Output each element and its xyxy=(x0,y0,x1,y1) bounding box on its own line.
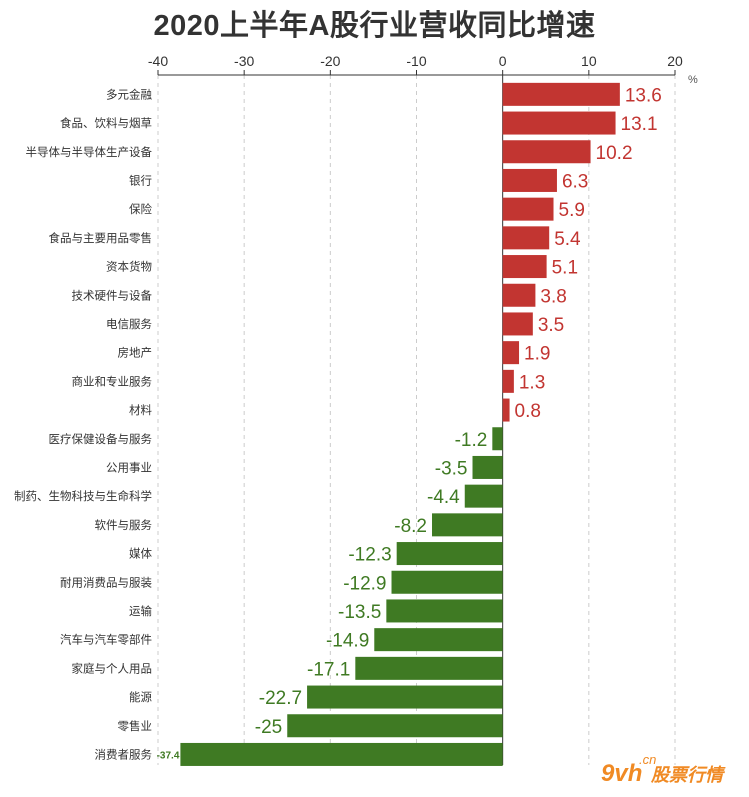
bar xyxy=(432,513,503,537)
value-label: -13.5 xyxy=(338,602,381,623)
category-label: 耐用消费品与服装 xyxy=(60,575,152,589)
category-label: 电信服务 xyxy=(106,317,152,331)
bar xyxy=(502,369,514,393)
bar xyxy=(502,255,547,279)
category-label: 商业和专业服务 xyxy=(72,374,153,388)
category-label: 家庭与个人用品 xyxy=(72,661,153,675)
x-unit-label: % xyxy=(688,74,698,86)
value-labels: 13.6 13.1 10.2 6.3 5.9 5.4 5.1 3.8 3.5 1.9 1.3 0.8 -… xyxy=(157,85,662,761)
bar xyxy=(374,628,503,652)
bar xyxy=(502,111,616,135)
bar xyxy=(492,427,503,451)
category-label: 媒体 xyxy=(129,547,152,561)
category-label: 保险 xyxy=(129,202,152,216)
category-label: 多元金融 xyxy=(106,87,152,101)
bar xyxy=(391,570,503,594)
value-label: 6.3 xyxy=(562,171,588,192)
category-label: 汽车与汽车零部件 xyxy=(60,633,152,647)
value-label: -37.4 xyxy=(157,750,180,761)
value-label: 1.9 xyxy=(524,344,550,365)
chart-title: 2020上半年A股行业营收同比增速 xyxy=(153,10,596,42)
category-label: 食品与主要用品零售 xyxy=(49,231,153,245)
category-label: 房地产 xyxy=(118,346,153,360)
x-tick-label: 20 xyxy=(667,53,683,69)
value-label: -1.2 xyxy=(455,430,488,451)
x-tick-label: -10 xyxy=(406,53,426,69)
bar xyxy=(287,714,503,738)
category-label: 公用事业 xyxy=(106,461,152,474)
watermark-logo: 9vh .cn 股票行情 xyxy=(601,753,726,787)
category-labels: 多元金融食品、饮料与烟草半导体与半导体生产设备银行保险食品与主要用品零售资本货物… xyxy=(14,87,152,761)
value-label: 0.8 xyxy=(515,401,541,422)
x-tick-label: 0 xyxy=(499,53,507,69)
category-label: 技术硬件与设备 xyxy=(72,288,153,302)
category-label: 材料 xyxy=(129,403,152,417)
category-label: 银行 xyxy=(129,173,152,187)
watermark-brand: 9vh xyxy=(601,760,642,787)
value-label: -12.3 xyxy=(348,545,391,566)
bar xyxy=(502,168,557,192)
category-label: 制药、生物科技与生命科学 xyxy=(14,489,152,503)
value-label: 5.4 xyxy=(554,229,581,250)
bar xyxy=(502,140,591,164)
category-label: 食品、饮料与烟草 xyxy=(60,116,152,130)
value-label: -25 xyxy=(255,717,282,738)
watermark-text: 股票行情 xyxy=(650,765,726,786)
bar xyxy=(307,685,503,709)
value-label: -12.9 xyxy=(343,573,386,594)
value-label: -4.4 xyxy=(427,487,460,508)
value-label: 1.3 xyxy=(519,372,545,393)
watermark-domain: .cn xyxy=(639,753,656,767)
x-tick-label: -20 xyxy=(320,53,340,69)
bar xyxy=(464,484,503,508)
bar xyxy=(386,599,503,623)
category-label: 消费者服务 xyxy=(95,747,153,761)
bars xyxy=(180,82,620,766)
value-label: -8.2 xyxy=(394,516,427,537)
category-label: 能源 xyxy=(129,690,152,704)
value-label: 13.1 xyxy=(621,114,658,135)
value-label: -22.7 xyxy=(259,688,302,709)
value-label: -14.9 xyxy=(326,631,369,652)
value-label: 5.1 xyxy=(552,258,578,279)
value-label: 3.5 xyxy=(538,315,564,336)
x-tick-label: 10 xyxy=(581,53,597,69)
bar xyxy=(180,742,503,766)
x-tick-label: -30 xyxy=(234,53,254,69)
value-label: 13.6 xyxy=(625,85,662,106)
value-label: 10.2 xyxy=(596,143,633,164)
bar xyxy=(502,341,520,365)
bar xyxy=(355,656,503,680)
bar xyxy=(502,398,510,422)
category-label: 软件与服务 xyxy=(95,518,153,532)
bar xyxy=(502,226,550,250)
x-tick-label: -40 xyxy=(148,53,168,69)
x-axis: -40 -30 -20 -10 0 10 20% xyxy=(148,53,698,86)
value-label: -3.5 xyxy=(435,458,468,479)
bar xyxy=(472,455,503,479)
category-label: 零售业 xyxy=(118,719,153,733)
value-label: -17.1 xyxy=(307,659,350,680)
category-label: 半导体与半导体生产设备 xyxy=(26,145,153,159)
bar xyxy=(502,82,620,106)
bar xyxy=(502,283,536,307)
bar xyxy=(396,542,503,566)
value-label: 3.8 xyxy=(540,286,566,307)
value-label: 5.9 xyxy=(559,200,585,221)
category-label: 资本货物 xyxy=(106,260,152,274)
category-label: 运输 xyxy=(129,604,152,618)
bar xyxy=(502,197,554,221)
category-label: 医疗保健设备与服务 xyxy=(49,432,153,446)
bar xyxy=(502,312,533,336)
